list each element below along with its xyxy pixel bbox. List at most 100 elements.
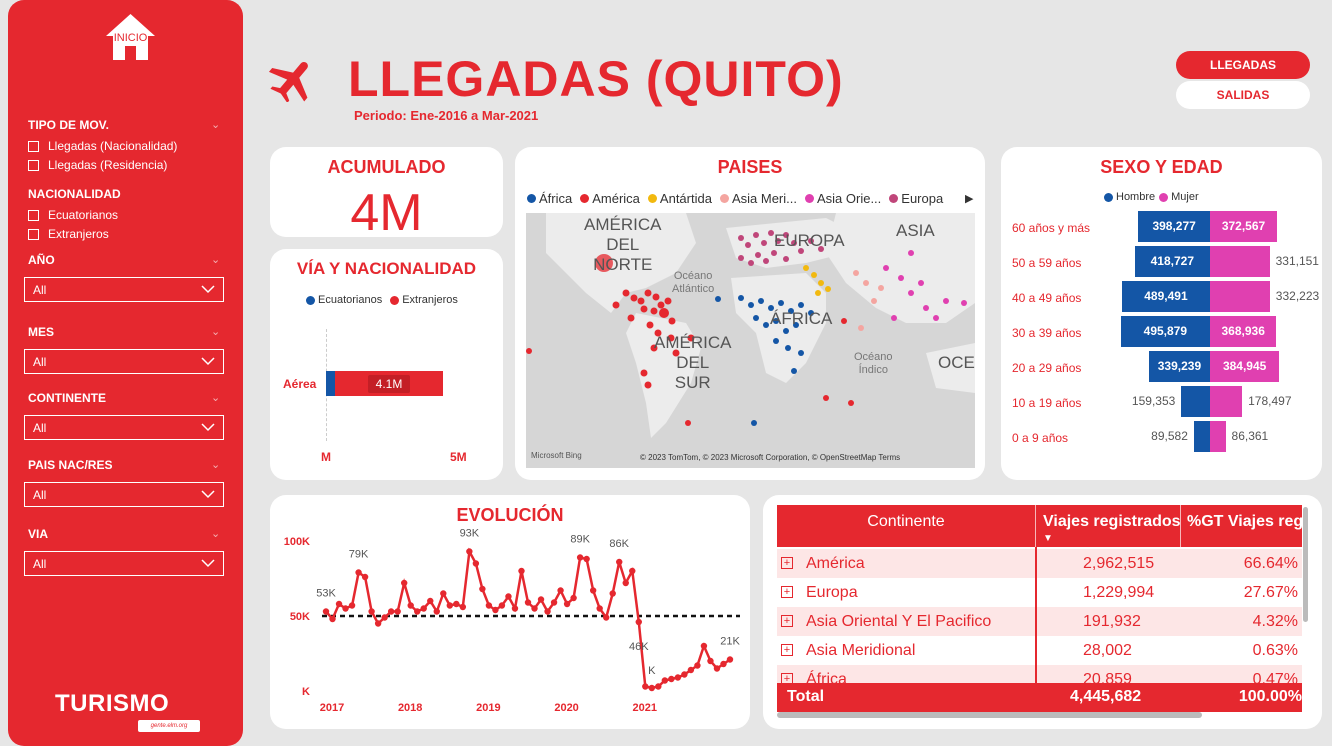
data-point[interactable] [511, 605, 519, 612]
table-hscrollbar[interactable] [777, 712, 1202, 718]
data-point[interactable] [531, 605, 538, 612]
data-point[interactable] [629, 567, 636, 575]
table-row[interactable]: + Asia Meridional 28,002 0.63% [777, 636, 1302, 665]
chevron-down-icon[interactable]: ⌄ [211, 528, 221, 540]
chevron-down-icon[interactable]: ⌄ [211, 254, 221, 266]
expand-icon[interactable]: + [781, 673, 793, 683]
bar-mujer[interactable] [1210, 351, 1280, 382]
continente-select[interactable]: All [24, 415, 224, 440]
data-point[interactable] [707, 657, 714, 665]
table-row[interactable]: + Asia Oriental Y El Pacifico 191,932 4.32% [777, 607, 1302, 636]
mes-select[interactable]: All [24, 349, 224, 374]
llegadas-button[interactable]: LLEGADAS [1176, 51, 1310, 79]
data-point[interactable] [453, 600, 460, 608]
data-point[interactable] [596, 605, 603, 612]
data-point[interactable] [446, 602, 454, 609]
data-point[interactable] [609, 590, 616, 597]
data-point[interactable] [414, 608, 421, 615]
data-point[interactable] [524, 599, 532, 606]
checkbox-ecuatorianos[interactable]: Ecuatorianos [28, 208, 118, 222]
map[interactable]: AMÉRICA DEL NORTE EUROPA ASIA Océano Atlánt… [526, 213, 975, 468]
data-point[interactable] [355, 569, 362, 576]
data-point[interactable] [329, 615, 336, 623]
checkbox-extranjeros[interactable]: Extranjeros [28, 227, 109, 241]
data-point[interactable] [570, 594, 577, 602]
data-point[interactable] [387, 608, 395, 615]
data-point[interactable] [661, 677, 669, 684]
data-point[interactable] [485, 602, 493, 609]
checkbox-llegadas-nacionalidad[interactable]: Llegadas (Nacionalidad) [28, 139, 177, 153]
bar-hombre[interactable] [1181, 386, 1210, 417]
expand-icon[interactable]: + [781, 615, 793, 627]
map-attribution[interactable]: © 2023 TomTom, © 2023 Microsoft Corporat… [640, 453, 901, 462]
table-row[interactable]: + África 20,859 0.47% [777, 665, 1302, 683]
data-point[interactable] [420, 605, 427, 612]
data-point[interactable] [407, 602, 414, 609]
data-point[interactable] [400, 579, 408, 587]
data-point[interactable] [557, 587, 564, 594]
data-point[interactable] [466, 548, 473, 555]
data-point[interactable] [583, 555, 590, 563]
chevron-down-icon[interactable]: ⌄ [211, 119, 221, 131]
data-point[interactable] [479, 585, 486, 593]
data-point[interactable] [635, 618, 642, 626]
data-point[interactable] [459, 603, 467, 611]
pais-select[interactable]: All [24, 482, 224, 507]
data-point[interactable] [700, 642, 708, 650]
chevron-down-icon[interactable]: ⌄ [211, 326, 221, 338]
data-point[interactable] [648, 684, 656, 692]
data-point[interactable] [505, 593, 512, 600]
data-point[interactable] [427, 597, 434, 605]
bar-hombre[interactable] [1120, 316, 1210, 347]
data-point[interactable] [687, 666, 695, 674]
sort-desc-icon[interactable]: ▼ [1043, 533, 1053, 544]
data-point[interactable] [342, 605, 349, 612]
data-point[interactable] [642, 683, 649, 690]
data-point[interactable] [492, 606, 499, 614]
header-pct[interactable]: %GT Viajes regi [1187, 513, 1302, 530]
table-row[interactable]: + América 2,962,515 66.64% [777, 549, 1302, 578]
bar-hombre[interactable] [1134, 246, 1210, 277]
data-point[interactable] [394, 608, 401, 615]
bar-mujer[interactable] [1210, 246, 1270, 277]
expand-icon[interactable]: + [781, 557, 793, 569]
bar-hombre[interactable] [1148, 351, 1210, 382]
legend-next-arrow-icon[interactable]: ▶ [965, 193, 974, 205]
data-point[interactable] [622, 579, 629, 587]
data-point[interactable] [537, 596, 545, 603]
home-button[interactable]: INICIO [103, 12, 158, 62]
header-continente[interactable]: Continente [867, 513, 945, 530]
table-scrollbar[interactable] [1303, 507, 1308, 622]
data-point[interactable] [576, 554, 584, 561]
bar-mujer[interactable] [1210, 386, 1243, 417]
data-point[interactable] [674, 674, 682, 681]
data-point[interactable] [655, 683, 662, 690]
data-point[interactable] [589, 587, 597, 594]
data-point[interactable] [348, 602, 356, 609]
header-viajes[interactable]: Viajes registrados [1043, 513, 1181, 530]
bar-mujer[interactable] [1210, 421, 1226, 452]
data-point[interactable] [518, 567, 525, 575]
data-point[interactable] [368, 608, 375, 615]
data-point[interactable] [544, 608, 551, 615]
data-point[interactable] [440, 590, 447, 597]
data-point[interactable] [713, 665, 721, 672]
bar-hombre[interactable] [1138, 211, 1210, 242]
chevron-down-icon[interactable]: ⌄ [211, 392, 221, 404]
data-point[interactable] [374, 620, 382, 627]
bar-mujer[interactable] [1210, 211, 1278, 242]
data-point[interactable] [550, 599, 558, 606]
bar-mujer[interactable] [1210, 281, 1270, 312]
checkbox-llegadas-residencia[interactable]: Llegadas (Residencia) [28, 158, 167, 172]
bar-hombre[interactable] [1121, 281, 1210, 312]
data-point[interactable] [681, 671, 688, 678]
data-point[interactable] [616, 558, 623, 566]
data-point[interactable] [668, 675, 675, 683]
data-point[interactable] [433, 608, 440, 615]
table-row[interactable]: + Europa 1,229,994 27.67% [777, 578, 1302, 607]
data-point[interactable] [335, 600, 343, 608]
expand-icon[interactable]: + [781, 586, 793, 598]
expand-icon[interactable]: + [781, 644, 793, 656]
data-point[interactable] [361, 573, 369, 581]
data-point[interactable] [472, 560, 480, 567]
